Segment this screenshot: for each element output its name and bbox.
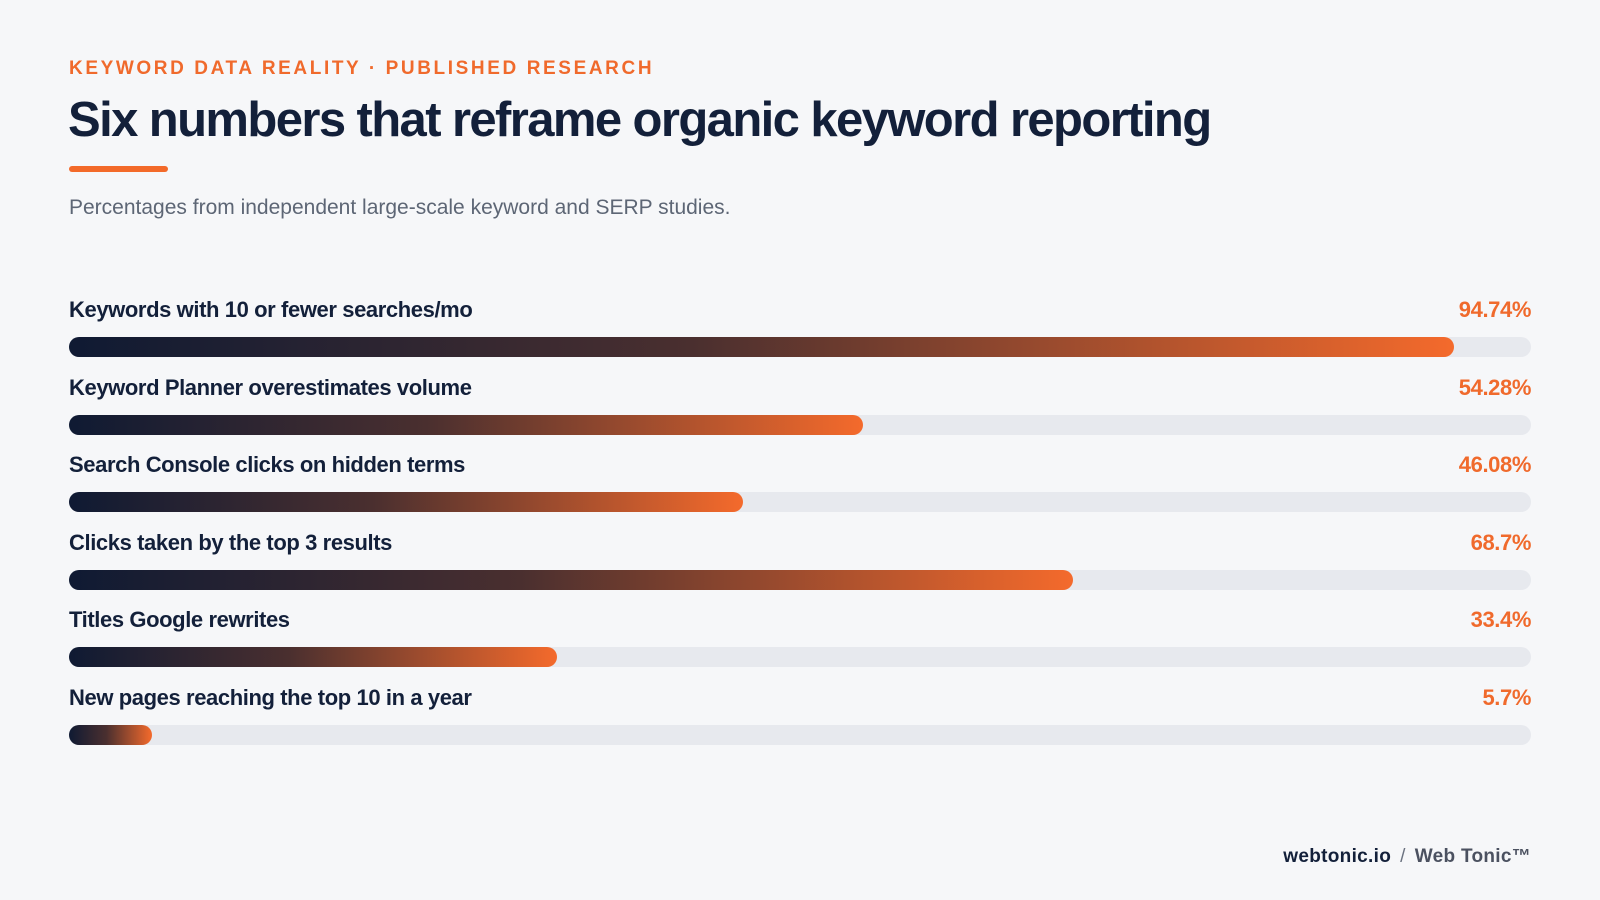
bar-row: Clicks taken by the top 3 results 68.7% — [69, 528, 1531, 606]
footer-separator: / — [1400, 846, 1406, 867]
bar-value-label: 46.08% — [1458, 452, 1532, 477]
bar-track — [69, 492, 1531, 512]
bar-row: Titles Google rewrites 33.4% — [69, 605, 1531, 683]
bar-label: Keywords with 10 or fewer searches/mo — [69, 297, 473, 322]
bar-row-header: Titles Google rewrites 33.4% — [69, 605, 1531, 643]
page-title: Six numbers that reframe organic keyword… — [68, 93, 1212, 147]
title-accent-rule — [69, 166, 168, 172]
page-subtitle: Percentages from independent large-scale… — [69, 196, 731, 219]
footer-brand: Web Tonic™ — [1414, 846, 1531, 867]
bar-label: Search Console clicks on hidden terms — [69, 452, 465, 477]
bar-fill — [69, 647, 558, 667]
bar-track — [69, 647, 1531, 667]
bar-fill — [69, 414, 863, 435]
bar-fill — [69, 337, 1455, 357]
bar-value-label: 5.7% — [1482, 684, 1531, 710]
bar-value-label: 33.4% — [1470, 607, 1532, 632]
bar-row: Search Console clicks on hidden terms 46.… — [69, 450, 1531, 528]
bar-row-header: Keywords with 10 or fewer searches/mo 94.… — [69, 295, 1531, 333]
bar-row: Keyword Planner overestimates volume 54.2… — [69, 373, 1531, 451]
bar-row: New pages reaching the top 10 in a year 5… — [69, 683, 1531, 761]
footer-domain: webtonic.io — [1283, 846, 1392, 867]
bar-value-label: 54.28% — [1458, 374, 1532, 400]
eyebrow-label: KEYWORD DATA REALITY · PUBLISHED RESEARC… — [69, 58, 655, 79]
bar-fill — [69, 492, 743, 512]
bar-label: Clicks taken by the top 3 results — [69, 529, 393, 555]
bar-value-label: 94.74% — [1458, 297, 1532, 322]
bar-chart: Keywords with 10 or fewer searches/mo 94.… — [69, 295, 1531, 760]
bar-row-header: New pages reaching the top 10 in a year 5… — [69, 683, 1531, 721]
bar-label: Keyword Planner overestimates volume — [69, 374, 472, 400]
bar-track — [69, 724, 1531, 745]
bar-fill — [69, 569, 1074, 590]
bar-label: Titles Google rewrites — [69, 607, 290, 632]
bar-track — [69, 337, 1531, 357]
bar-row-header: Search Console clicks on hidden terms 46.… — [69, 450, 1531, 488]
bar-label: New pages reaching the top 10 in a year — [69, 684, 472, 710]
bar-row-header: Clicks taken by the top 3 results 68.7% — [69, 528, 1531, 566]
footer-credit: webtonic.io / Web Tonic™ — [1283, 846, 1531, 868]
bar-fill — [69, 724, 153, 745]
bar-row: Keywords with 10 or fewer searches/mo 94.… — [69, 295, 1531, 373]
bar-track — [69, 569, 1531, 590]
bar-track — [69, 414, 1531, 435]
bar-value-label: 68.7% — [1470, 529, 1532, 555]
bar-row-header: Keyword Planner overestimates volume 54.2… — [69, 373, 1531, 411]
